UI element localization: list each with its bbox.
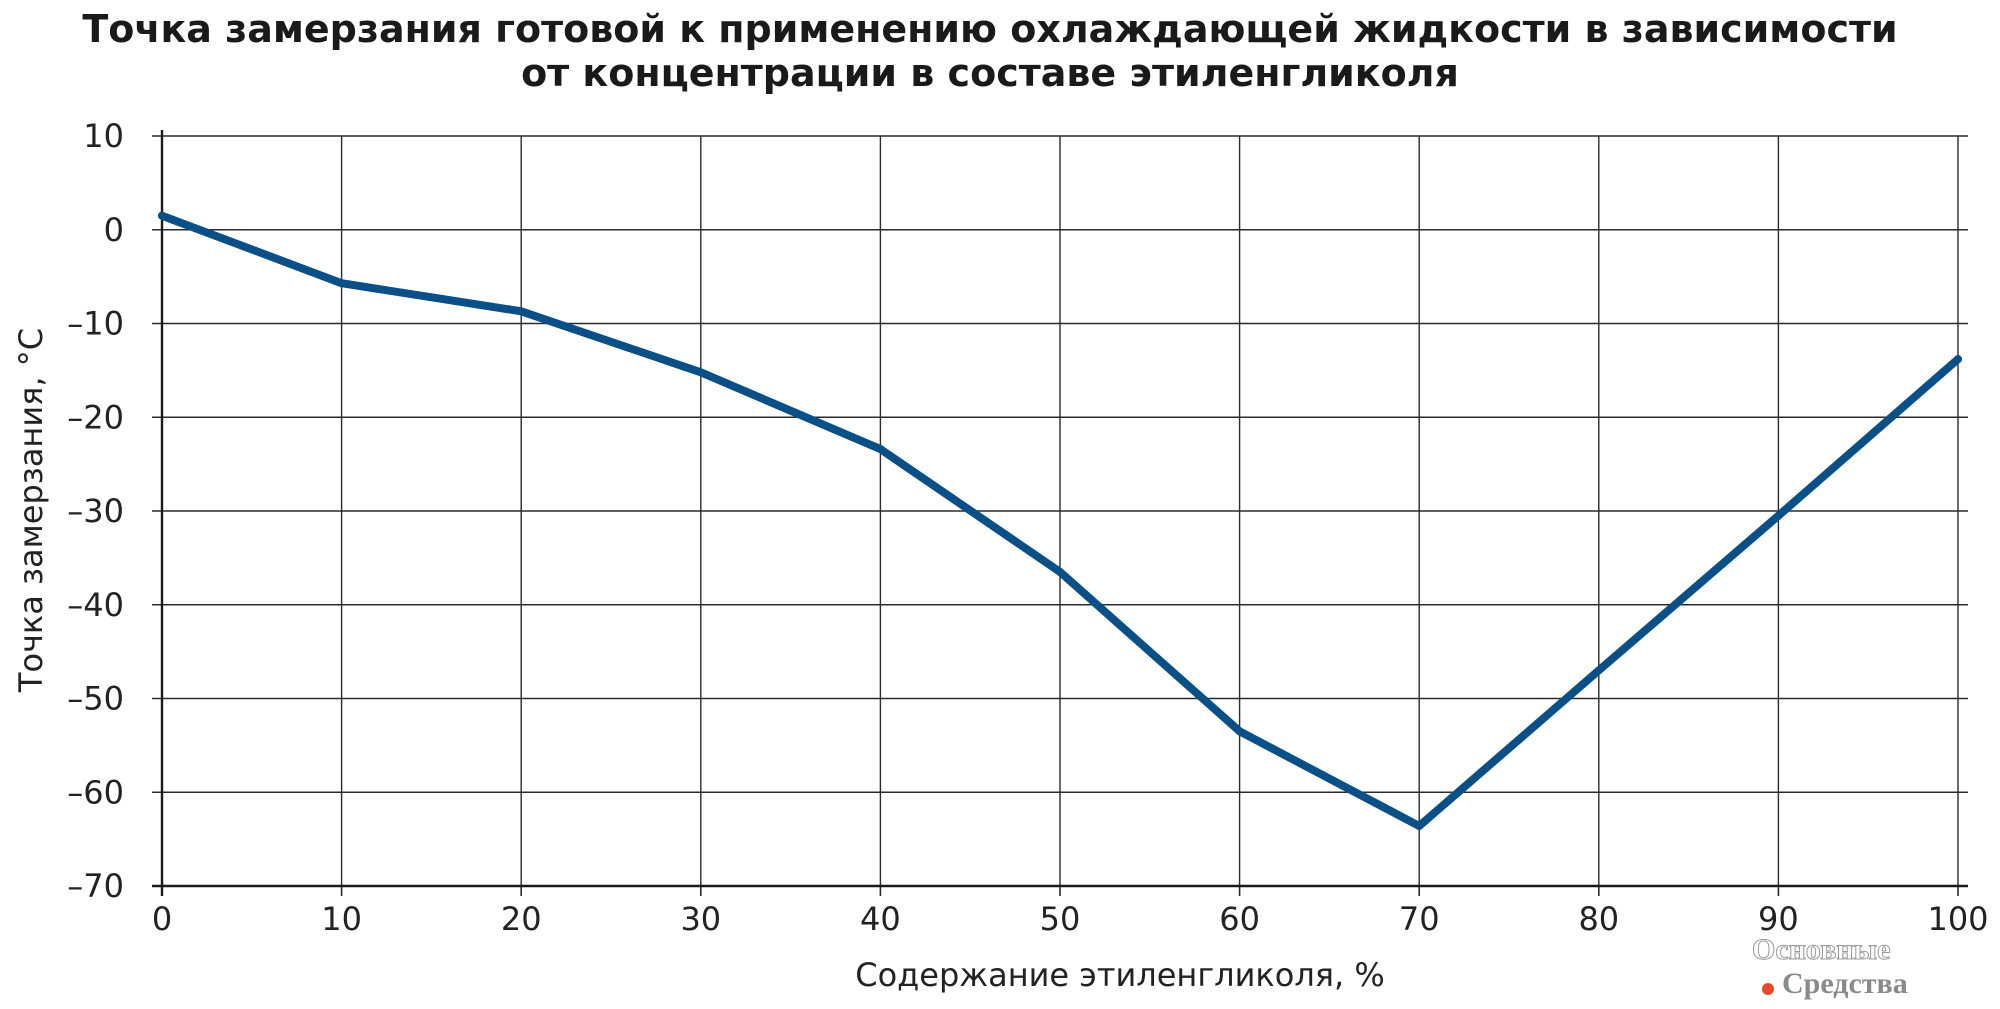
axes: [152, 130, 1968, 896]
watermark-logo: Основные Средства: [1744, 933, 1994, 1003]
x-tick-label: 50: [1040, 900, 1081, 938]
y-tick-label: 0: [104, 211, 124, 249]
x-axis-label: Содержание этиленгликоля, %: [855, 956, 1385, 994]
data-point: [337, 279, 346, 288]
y-tick-label: 10: [83, 117, 124, 155]
y-tick-labels: 10 0 –10 –20 –30 –40 –50 –60 –70: [67, 117, 124, 905]
watermark-line-1: Основные: [1751, 933, 1891, 967]
data-point: [696, 368, 705, 377]
data-point: [1954, 355, 1962, 364]
chart-title-line-2: от концентрации в составе этиленгликоля: [521, 51, 1459, 95]
x-tick-label: 20: [501, 900, 542, 938]
x-tick-label: 0: [152, 900, 172, 938]
y-tick-label: –40: [67, 586, 124, 624]
chart-title-line-1: Точка замерзания готовой к применению ох…: [82, 7, 1897, 51]
data-point: [1774, 511, 1783, 520]
data-point: [1594, 666, 1603, 675]
x-tick-label: 10: [321, 900, 362, 938]
x-tick-label: 70: [1399, 900, 1440, 938]
y-tick-label: –30: [67, 492, 124, 530]
y-tick-label: –10: [67, 305, 124, 343]
y-axis-label: Точка замерзания, °C: [12, 328, 50, 693]
grid: [152, 135, 1968, 886]
y-tick-label: –70: [67, 867, 124, 905]
x-tick-labels: 0 10 20 30 40 50 60 70 80 90 100: [152, 900, 1989, 938]
data-point: [1415, 822, 1424, 830]
x-tick-label: 30: [680, 900, 721, 938]
y-tick-label: –20: [67, 398, 124, 436]
data-point: [1056, 567, 1064, 576]
x-tick-label: 40: [860, 900, 901, 938]
x-tick-label: 60: [1219, 900, 1260, 938]
data-point: [876, 445, 885, 454]
x-tick-label: 80: [1578, 900, 1619, 938]
data-point: [517, 307, 526, 316]
series-layer: [158, 211, 1962, 830]
data-point: [1235, 727, 1244, 736]
watermark-dot-icon: [1762, 983, 1774, 995]
x-tick-label: 90: [1758, 900, 1799, 938]
y-tick-label: –50: [67, 680, 124, 718]
x-tick-label: 100: [1927, 900, 1988, 938]
watermark-line-2: Средства: [1782, 967, 1908, 1000]
y-tick-label: –60: [67, 773, 124, 811]
data-point: [158, 211, 166, 220]
